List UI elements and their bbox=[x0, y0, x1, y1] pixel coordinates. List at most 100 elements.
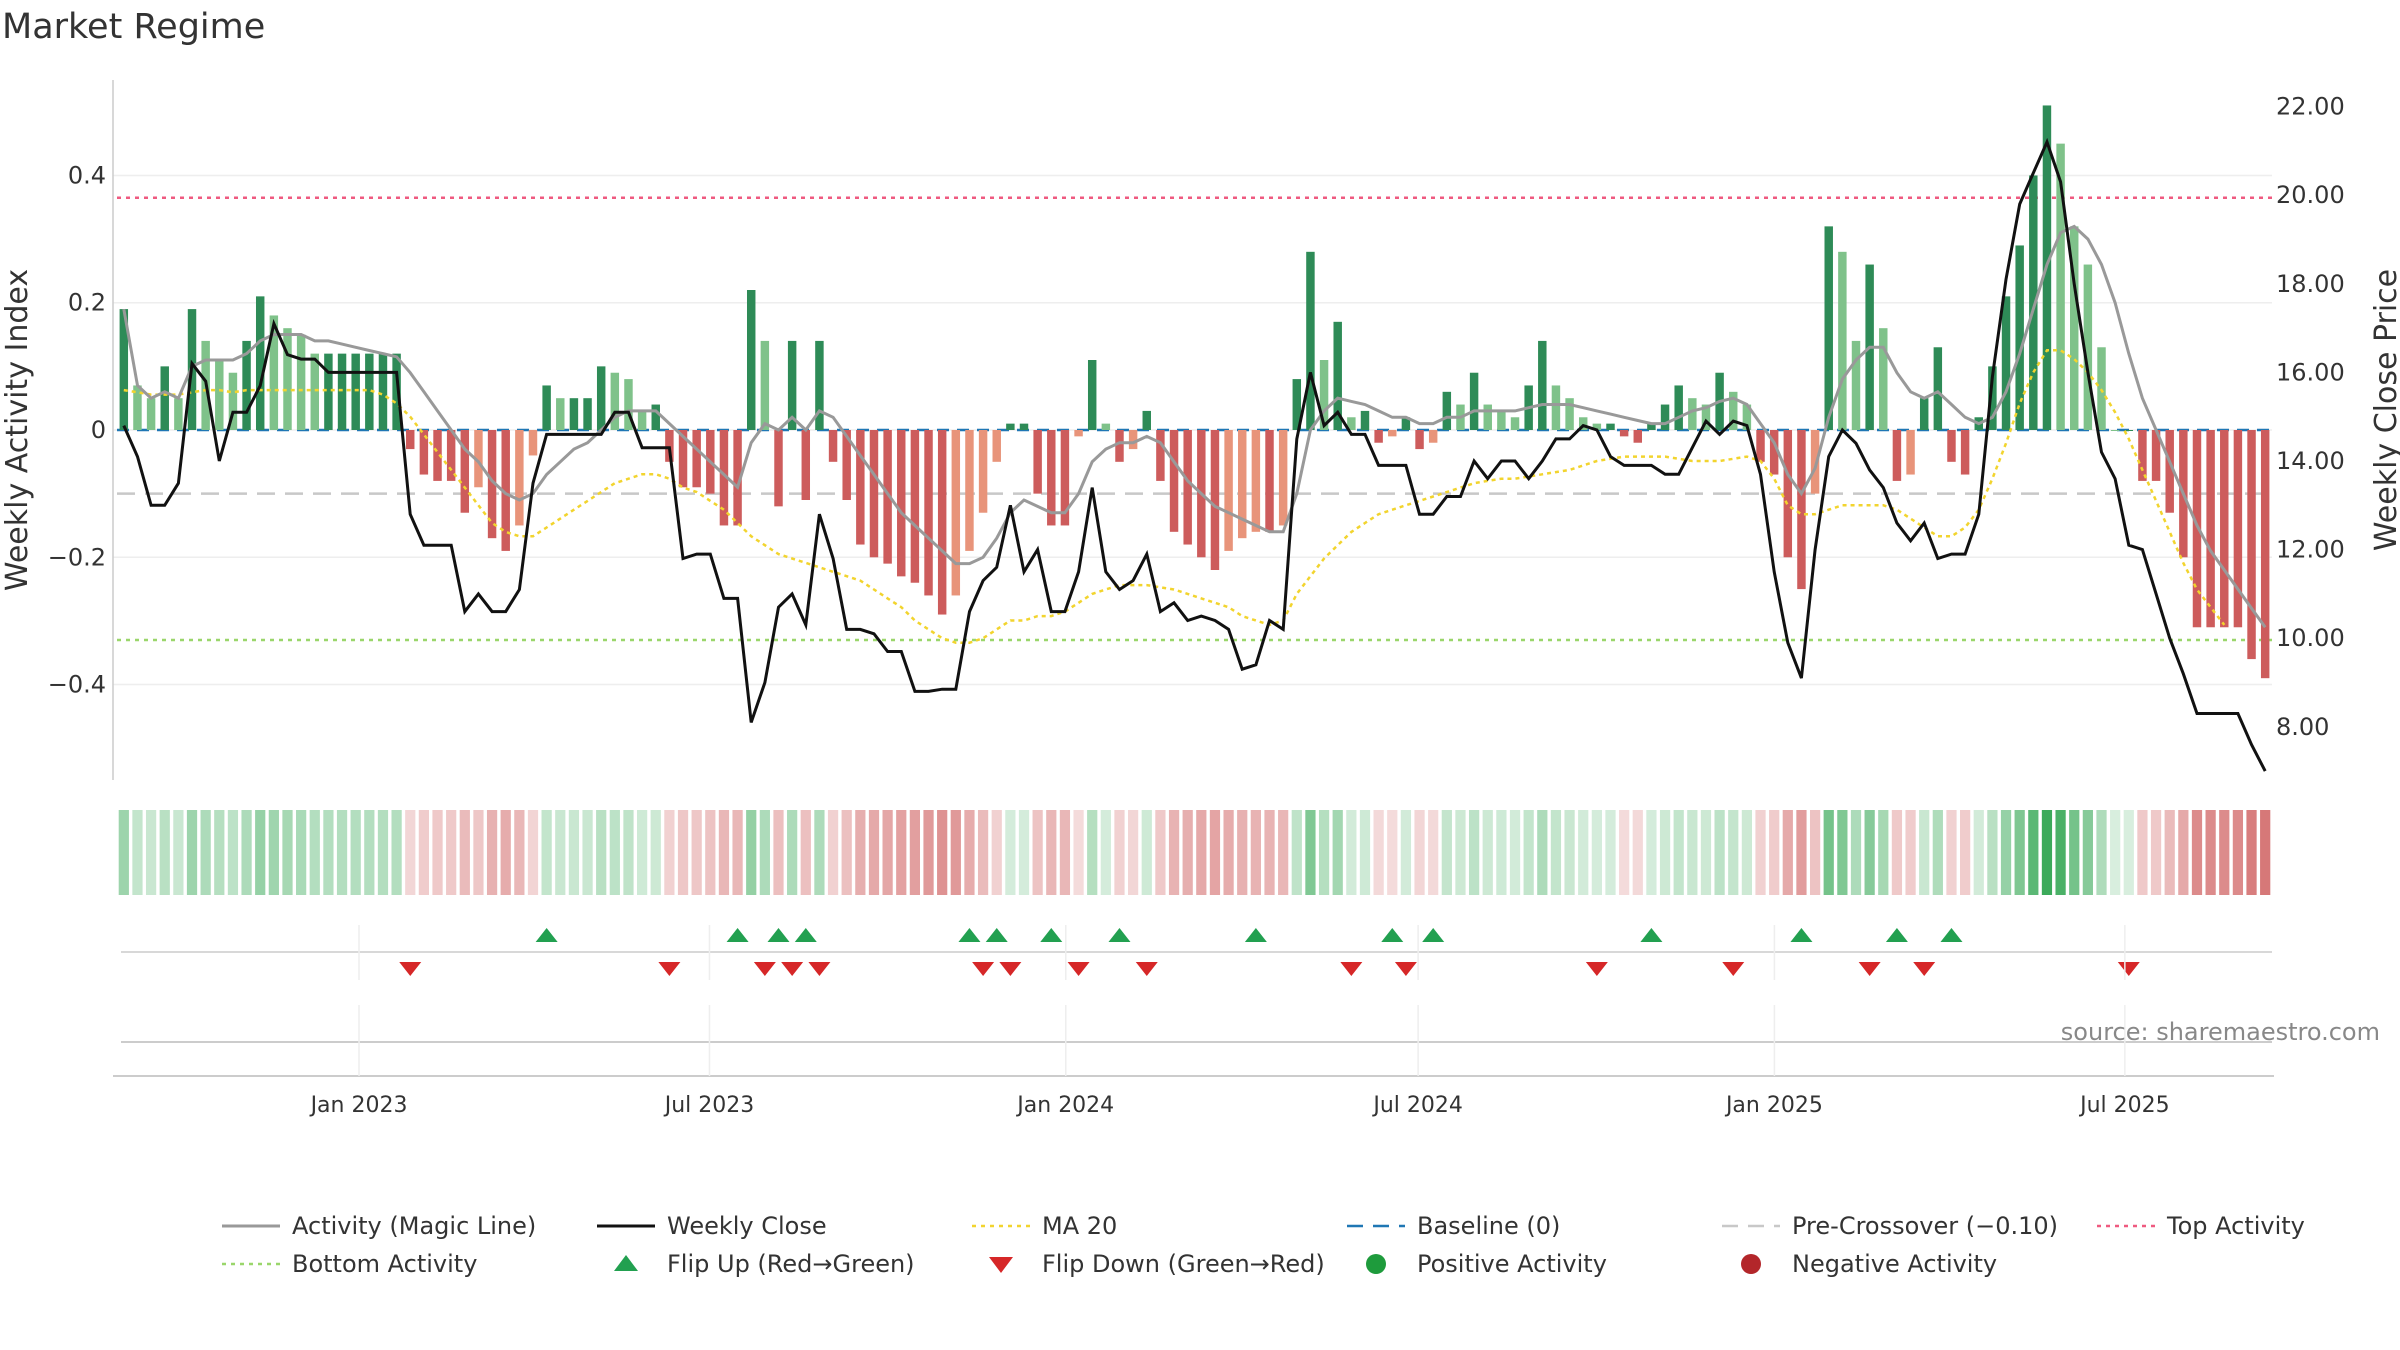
legend-label: Baseline (0) bbox=[1417, 1212, 1560, 1240]
activity-bar bbox=[133, 385, 142, 430]
activity-bar bbox=[1483, 404, 1492, 430]
flip-up-marker bbox=[1640, 928, 1663, 942]
activity-bar bbox=[596, 366, 606, 430]
activity-bar bbox=[419, 430, 429, 475]
regime-cell bbox=[282, 810, 293, 895]
regime-cell bbox=[1564, 810, 1575, 895]
activity-bar bbox=[910, 430, 920, 583]
regime-cell bbox=[1741, 810, 1753, 895]
flip-down-marker bbox=[1135, 962, 1158, 976]
regime-cell bbox=[623, 810, 634, 895]
activity-bar bbox=[719, 430, 729, 526]
regime-cell bbox=[1100, 810, 1111, 895]
activity-bar bbox=[556, 398, 565, 430]
flip-down-marker bbox=[1340, 962, 1363, 976]
regime-cell bbox=[1714, 810, 1725, 895]
regime-cell bbox=[1550, 810, 1562, 895]
activity-bar bbox=[2260, 430, 2270, 679]
regime-cell bbox=[1168, 810, 1180, 895]
activity-bar bbox=[392, 353, 401, 430]
activity-bar bbox=[1783, 430, 1793, 558]
regime-cell bbox=[309, 810, 320, 895]
activity-bar bbox=[1210, 430, 1220, 570]
x-axis: Jan 2023 Jul 2023 Jan 2024 Jul 2024 Jan 2025… bbox=[113, 925, 2274, 1118]
regime-cell bbox=[964, 810, 975, 895]
regime-cell bbox=[173, 810, 184, 895]
activity-bar bbox=[1947, 430, 1956, 462]
regime-cell bbox=[2232, 810, 2244, 895]
regime-cell bbox=[432, 810, 443, 895]
activity-bar bbox=[460, 430, 470, 513]
activity-bar bbox=[1128, 430, 1138, 450]
legend-item: Top Activity bbox=[2097, 1212, 2305, 1240]
regime-cell bbox=[186, 810, 198, 895]
regime-cell bbox=[2178, 810, 2189, 895]
activity-bar bbox=[1319, 360, 1329, 430]
regime-cell bbox=[1046, 810, 1057, 895]
activity-bar bbox=[678, 430, 688, 488]
regime-cell bbox=[241, 810, 252, 895]
flip-down-marker bbox=[1067, 962, 1090, 976]
flip-down-marker bbox=[781, 962, 804, 976]
regime-cell bbox=[1468, 810, 1480, 895]
activity-bar bbox=[1688, 398, 1697, 430]
activity-bar bbox=[1101, 423, 1111, 430]
activity-bar bbox=[1510, 417, 1520, 430]
flip-down-marker bbox=[1585, 962, 1608, 976]
regime-cell bbox=[1932, 810, 1943, 895]
activity-bar bbox=[1415, 430, 1424, 450]
legend-item: Bottom Activity bbox=[222, 1250, 477, 1278]
regime-cell bbox=[1960, 810, 1971, 895]
regime-cell bbox=[118, 810, 129, 895]
activity-bar bbox=[1824, 226, 1833, 430]
regime-cell bbox=[1318, 810, 1330, 895]
reference-lines bbox=[117, 196, 2272, 642]
chart-title: Market Regime bbox=[2, 7, 265, 47]
activity-bar bbox=[1988, 366, 1997, 430]
activity-bar bbox=[351, 353, 360, 430]
regime-cell bbox=[1809, 810, 1821, 895]
right-axis-ticks: 22.00 20.00 18.00 16.00 14.00 12.00 10.00 8.00 bbox=[2276, 93, 2345, 741]
regime-cell bbox=[636, 810, 648, 895]
activity-bar bbox=[965, 430, 974, 551]
regime-cell bbox=[746, 810, 757, 895]
activity-bar bbox=[651, 404, 660, 430]
activity-bar bbox=[1742, 404, 1752, 430]
regime-cell bbox=[1223, 810, 1234, 895]
regime-cell bbox=[1455, 810, 1466, 895]
activity-bar bbox=[1960, 430, 1970, 475]
activity-bar bbox=[746, 290, 756, 430]
regime-cell bbox=[1496, 810, 1507, 895]
flip-up-marker bbox=[1422, 928, 1445, 942]
regime-cell bbox=[1700, 810, 1712, 895]
activity-bar bbox=[1701, 404, 1711, 430]
left-tick-label: 0.2 bbox=[68, 289, 106, 317]
legend-item: Flip Down (Green→Red) bbox=[989, 1250, 1325, 1278]
activity-bar bbox=[2110, 430, 2120, 431]
flip-up-marker bbox=[985, 928, 1008, 942]
regime-cell bbox=[1537, 810, 1548, 895]
activity-bar bbox=[2233, 430, 2243, 628]
regime-cell bbox=[814, 810, 825, 895]
regime-cell bbox=[555, 810, 566, 895]
regime-cell bbox=[350, 810, 361, 895]
activity-bar bbox=[378, 353, 388, 430]
activity-bar bbox=[242, 340, 251, 430]
activity-bar bbox=[787, 340, 797, 430]
flip-up-marker bbox=[1244, 928, 1267, 942]
regime-cell bbox=[2205, 810, 2216, 895]
regime-cell bbox=[1182, 810, 1193, 895]
activity-bar bbox=[951, 430, 961, 596]
flip-up-marker bbox=[767, 928, 790, 942]
regime-cell bbox=[1305, 810, 1316, 895]
regime-cell bbox=[200, 810, 211, 895]
regime-cell bbox=[405, 810, 416, 895]
regime-cell bbox=[2246, 810, 2257, 895]
activity-bar bbox=[1265, 430, 1274, 532]
legend-swatch-triangle-down bbox=[989, 1257, 1013, 1273]
regime-cell bbox=[1032, 810, 1043, 895]
regime-cell bbox=[1278, 810, 1289, 895]
regime-cell bbox=[1332, 810, 1343, 895]
regime-cell bbox=[1428, 810, 1439, 895]
regime-cell bbox=[323, 810, 334, 895]
